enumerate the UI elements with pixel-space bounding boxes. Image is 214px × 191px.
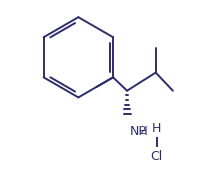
Text: 2: 2 — [139, 126, 145, 136]
Text: Cl: Cl — [150, 150, 163, 163]
Text: NH: NH — [130, 125, 149, 138]
Text: H: H — [152, 122, 161, 135]
